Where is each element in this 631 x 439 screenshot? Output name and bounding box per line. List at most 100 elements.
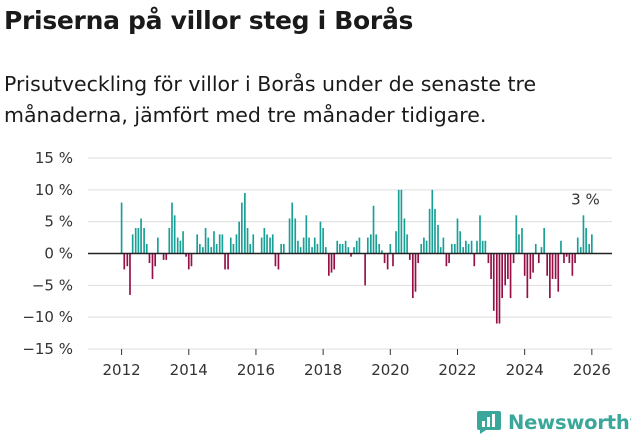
bar	[313, 237, 316, 254]
bar	[568, 253, 571, 264]
bar	[126, 253, 129, 267]
bar	[288, 218, 291, 254]
bar	[322, 228, 324, 254]
bar	[246, 228, 249, 254]
bar	[521, 228, 523, 254]
bar	[509, 253, 512, 299]
bar	[442, 237, 445, 254]
bar	[204, 228, 207, 254]
bar	[224, 253, 226, 270]
bar	[266, 234, 268, 254]
bar	[490, 253, 492, 279]
bar	[526, 253, 529, 299]
bar	[574, 253, 576, 264]
y-tick-label: −10 %	[22, 308, 73, 326]
bar	[397, 189, 400, 254]
bar-series	[120, 189, 593, 324]
bar	[218, 234, 221, 254]
bar	[529, 253, 532, 279]
bar	[196, 234, 198, 254]
bar	[479, 215, 481, 254]
x-tick-label: 2024	[506, 361, 544, 379]
bar	[353, 247, 355, 254]
bar	[420, 243, 423, 254]
bar	[453, 243, 456, 254]
bar	[129, 253, 131, 295]
bar	[162, 253, 165, 260]
bar	[182, 231, 184, 254]
bar	[467, 243, 470, 254]
bar	[145, 243, 148, 254]
bar	[355, 240, 358, 254]
bar	[375, 234, 378, 254]
bar	[495, 253, 498, 324]
bar	[492, 253, 495, 311]
y-tick-label: 0 %	[44, 245, 73, 263]
bar	[238, 221, 240, 254]
newsworthy-logo-icon	[477, 411, 501, 434]
bar	[291, 202, 294, 254]
y-axis: 15 % 10 % 5 % 0 % −5 % −10 % −15 %	[22, 149, 73, 358]
bar	[171, 202, 173, 254]
bar	[462, 247, 465, 254]
y-tick-label: 5 %	[44, 213, 73, 231]
bar	[294, 218, 297, 254]
bar	[369, 234, 372, 254]
bar	[551, 253, 554, 279]
bar	[308, 237, 310, 254]
bar	[571, 253, 574, 276]
bar	[565, 253, 568, 257]
bar	[585, 228, 587, 254]
bar	[392, 253, 394, 267]
bar	[576, 237, 579, 254]
bar	[512, 253, 515, 264]
bar	[389, 243, 392, 254]
bar	[504, 253, 507, 286]
x-tick-label: 2020	[371, 361, 409, 379]
bar	[450, 243, 453, 254]
bar	[540, 247, 543, 254]
bar	[408, 253, 411, 260]
newsworthy-logo[interactable]: Newsworthy	[476, 407, 631, 437]
bar	[546, 253, 549, 276]
bar	[431, 189, 434, 254]
bar	[534, 243, 537, 254]
bar	[215, 243, 218, 254]
bar	[199, 243, 201, 254]
bar	[434, 208, 436, 254]
bar	[403, 218, 406, 254]
bar	[324, 247, 327, 254]
bar	[154, 253, 157, 267]
bar	[221, 234, 224, 254]
bar	[187, 253, 190, 270]
bar	[411, 253, 414, 299]
bar	[165, 253, 168, 260]
bar	[347, 247, 350, 254]
bar	[381, 250, 383, 254]
y-tick-label: 15 %	[35, 149, 73, 167]
bar	[260, 237, 263, 254]
bar	[173, 215, 176, 254]
chart-subtitle: Prisutveckling för villor i Borås under …	[4, 72, 537, 127]
bar	[448, 253, 450, 264]
bar	[344, 240, 347, 254]
bar	[316, 243, 319, 254]
bar	[515, 215, 518, 254]
bar	[207, 237, 210, 254]
bar	[299, 247, 302, 254]
bar	[263, 228, 266, 254]
bar	[277, 253, 280, 270]
bar	[465, 240, 467, 254]
bar	[120, 202, 123, 254]
bar	[437, 224, 439, 254]
chart-title: Priserna på villor steg i Borås	[4, 6, 414, 35]
bar	[501, 253, 503, 299]
bar	[507, 253, 509, 279]
x-tick-label: 2022	[438, 361, 476, 379]
bar	[311, 247, 313, 254]
bar	[185, 253, 187, 257]
bar	[176, 237, 179, 254]
last-value-annotation: 3 %	[571, 190, 600, 208]
bar	[333, 253, 336, 270]
